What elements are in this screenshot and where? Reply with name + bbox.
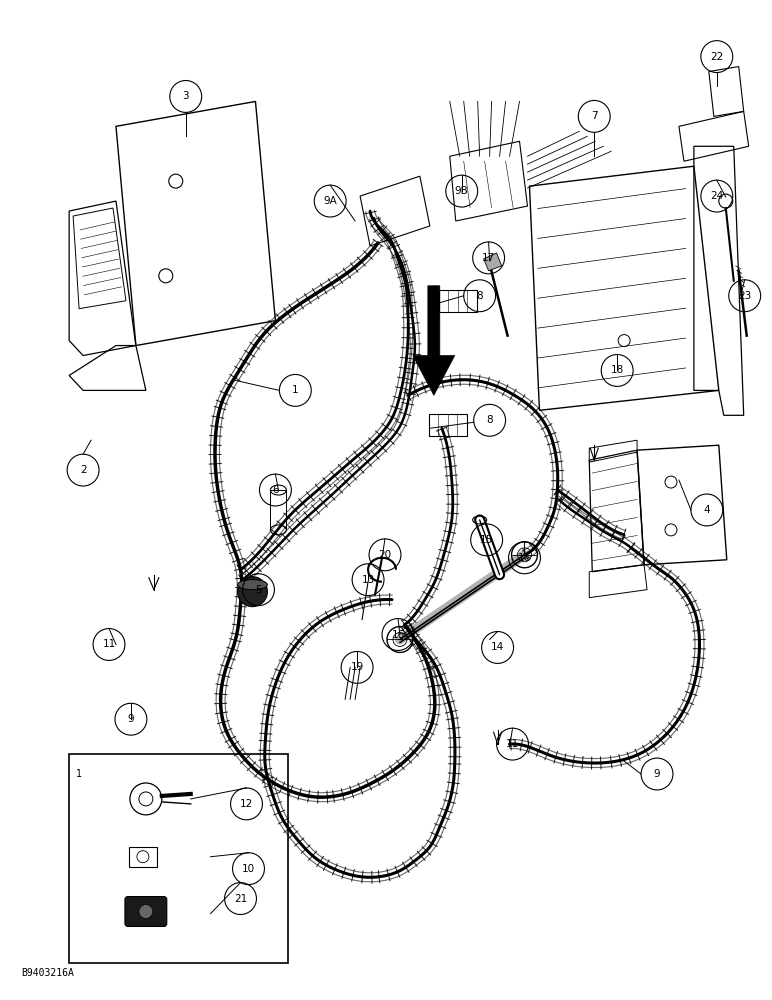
Text: 24: 24: [710, 191, 723, 201]
Ellipse shape: [238, 580, 267, 590]
Text: 3: 3: [182, 91, 189, 101]
Text: 7: 7: [591, 111, 598, 121]
Text: 23: 23: [738, 291, 751, 301]
Bar: [129, 847, 157, 867]
Text: 14: 14: [491, 642, 504, 652]
Text: 13: 13: [361, 575, 374, 585]
Text: 20: 20: [378, 550, 391, 560]
Text: 1: 1: [292, 385, 299, 395]
Text: 17: 17: [482, 253, 496, 263]
Text: 9A: 9A: [323, 196, 337, 206]
Text: 2: 2: [80, 465, 86, 475]
Polygon shape: [413, 286, 455, 395]
Polygon shape: [483, 253, 502, 271]
Text: 11: 11: [506, 739, 519, 749]
Text: 16: 16: [518, 553, 531, 563]
Text: B9403216A: B9403216A: [22, 968, 74, 978]
Text: 9B: 9B: [455, 186, 469, 196]
FancyBboxPatch shape: [125, 897, 167, 926]
Text: 8: 8: [476, 291, 483, 301]
Text: 8: 8: [486, 415, 493, 425]
Text: 9: 9: [654, 769, 660, 779]
Text: 5: 5: [256, 585, 262, 595]
Text: 19: 19: [350, 662, 364, 672]
Circle shape: [238, 577, 267, 607]
Text: 12: 12: [240, 799, 253, 809]
Circle shape: [139, 905, 153, 918]
Text: 16: 16: [391, 630, 405, 640]
Text: 1: 1: [76, 769, 83, 779]
Text: 22: 22: [710, 52, 723, 62]
Text: 4: 4: [703, 505, 710, 515]
Text: 10: 10: [242, 864, 255, 874]
Text: 21: 21: [234, 894, 247, 904]
Bar: [428, 414, 467, 436]
Text: 6: 6: [272, 485, 279, 495]
Text: 18: 18: [611, 365, 624, 375]
Text: 15: 15: [480, 535, 493, 545]
Bar: [438, 290, 476, 312]
Text: 9: 9: [127, 714, 134, 724]
Bar: [69, 754, 289, 963]
Text: 11: 11: [103, 639, 116, 649]
